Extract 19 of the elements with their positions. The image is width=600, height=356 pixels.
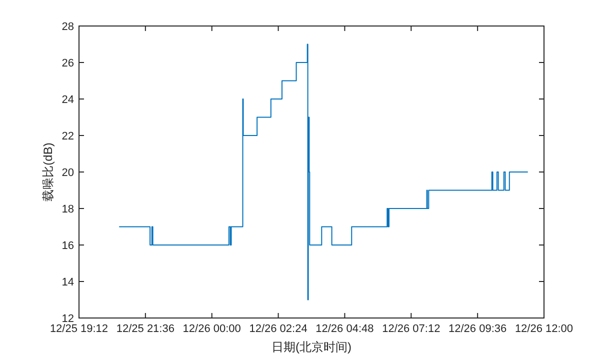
x-tick-label: 12/25 21:36 <box>116 323 174 335</box>
x-tick-label: 12/26 00:00 <box>182 323 241 335</box>
y-tick-label: 28 <box>62 21 74 33</box>
y-tick-label: 14 <box>62 276 74 288</box>
x-tick-label: 12/25 19:12 <box>50 323 108 335</box>
y-tick-label: 24 <box>62 94 74 106</box>
y-tick-label: 12 <box>62 313 74 325</box>
x-tick-label: 12/26 07:12 <box>382 323 440 335</box>
x-tick-label: 12/26 02:24 <box>249 323 308 335</box>
y-tick-label: 22 <box>62 130 74 142</box>
x-tick-label: 12/26 09:36 <box>448 323 507 335</box>
y-tick-label: 16 <box>62 240 74 252</box>
x-tick-label: 12/26 12:00 <box>514 323 574 335</box>
y-tick-label: 26 <box>62 58 74 70</box>
y-axis-title: 载噪比(dB) <box>41 142 55 202</box>
y-tick-label: 18 <box>62 204 74 216</box>
x-tick-label: 12/26 04:48 <box>316 323 374 335</box>
x-axis-title: 日期(北京时间) <box>272 340 352 354</box>
y-tick-label: 20 <box>62 167 74 179</box>
